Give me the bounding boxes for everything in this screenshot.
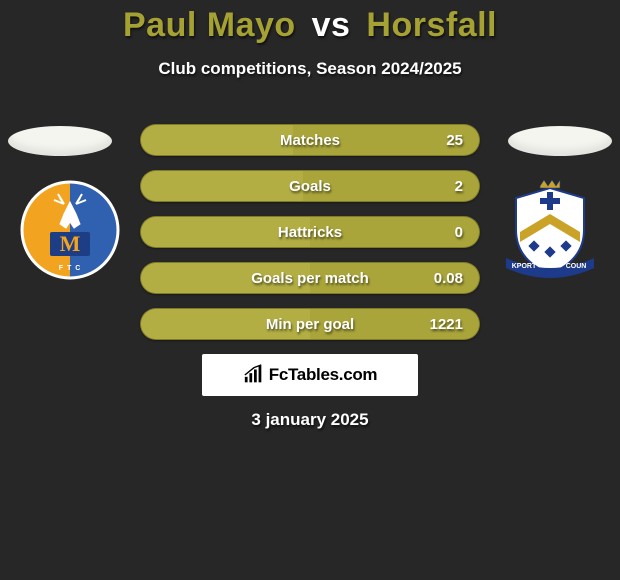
subtitle: Club competitions, Season 2024/2025: [0, 59, 620, 79]
fctables-label: FcTables.com: [269, 365, 378, 385]
stockport-crest-icon: KPORT COUN: [500, 180, 600, 280]
stat-row-hattricks: Hattricks 0: [140, 216, 480, 248]
mansfield-crest-icon: M F T C: [20, 180, 120, 280]
page-title: Paul Mayo vs Horsfall: [0, 0, 620, 45]
svg-text:F T C: F T C: [59, 265, 82, 272]
stat-row-goals: Goals 2: [140, 170, 480, 202]
player2-name: Horsfall: [366, 6, 497, 44]
stat-fill: [141, 125, 293, 155]
stat-value: 2: [455, 171, 463, 202]
stats-container: Matches 25 Goals 2 Hattricks 0 Goals per…: [140, 124, 480, 354]
stat-value: 1221: [430, 309, 463, 340]
stat-fill: [141, 171, 303, 201]
stat-label: Min per goal: [266, 309, 354, 340]
bar-chart-icon: [243, 364, 265, 386]
stat-label: Matches: [280, 125, 340, 156]
stat-row-matches: Matches 25: [140, 124, 480, 156]
stat-row-goals-per-match: Goals per match 0.08: [140, 262, 480, 294]
svg-text:M: M: [60, 231, 81, 256]
stat-label: Goals per match: [251, 263, 369, 294]
player1-name: Paul Mayo: [123, 6, 296, 44]
stat-value: 0: [455, 217, 463, 248]
club-crest-left: M F T C: [20, 180, 120, 280]
stat-value: 0.08: [434, 263, 463, 294]
stat-label: Goals: [289, 171, 331, 202]
player1-platform: [8, 126, 112, 156]
vs-label: vs: [312, 6, 351, 44]
stat-value: 25: [446, 125, 463, 156]
stat-row-min-per-goal: Min per goal 1221: [140, 308, 480, 340]
player2-platform: [508, 126, 612, 156]
date-label: 3 january 2025: [0, 410, 620, 430]
svg-text:COUN: COUN: [566, 263, 587, 270]
fctables-brand[interactable]: FcTables.com: [202, 354, 418, 396]
svg-text:KPORT: KPORT: [512, 263, 537, 270]
club-crest-right: KPORT COUN: [500, 180, 600, 280]
stat-label: Hattricks: [278, 217, 342, 248]
